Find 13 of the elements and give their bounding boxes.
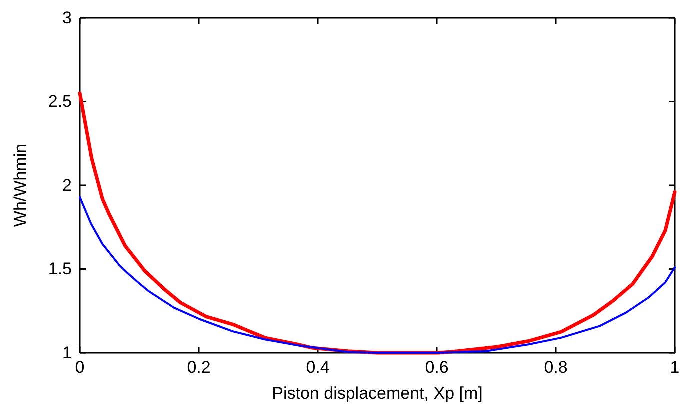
x-tick-label: 0 bbox=[75, 358, 85, 378]
x-tick-label: 0.4 bbox=[306, 358, 330, 378]
x-tick-label: 0.6 bbox=[425, 358, 449, 378]
y-tick-label: 1 bbox=[62, 343, 72, 362]
y-tick-label: 2.5 bbox=[48, 92, 72, 112]
y-tick-label: 1.5 bbox=[48, 260, 72, 279]
y-axis-title: Wh/Whmin bbox=[11, 144, 30, 228]
x-tick-label: 0.2 bbox=[187, 358, 211, 378]
y-tick-label: 3 bbox=[62, 8, 72, 28]
y-tick-label: 2 bbox=[62, 176, 72, 195]
x-tick-label: 1 bbox=[670, 358, 680, 378]
x-axis-title: Piston displacement, Xp [m] bbox=[272, 384, 483, 403]
x-tick-label: 0.8 bbox=[544, 358, 568, 378]
